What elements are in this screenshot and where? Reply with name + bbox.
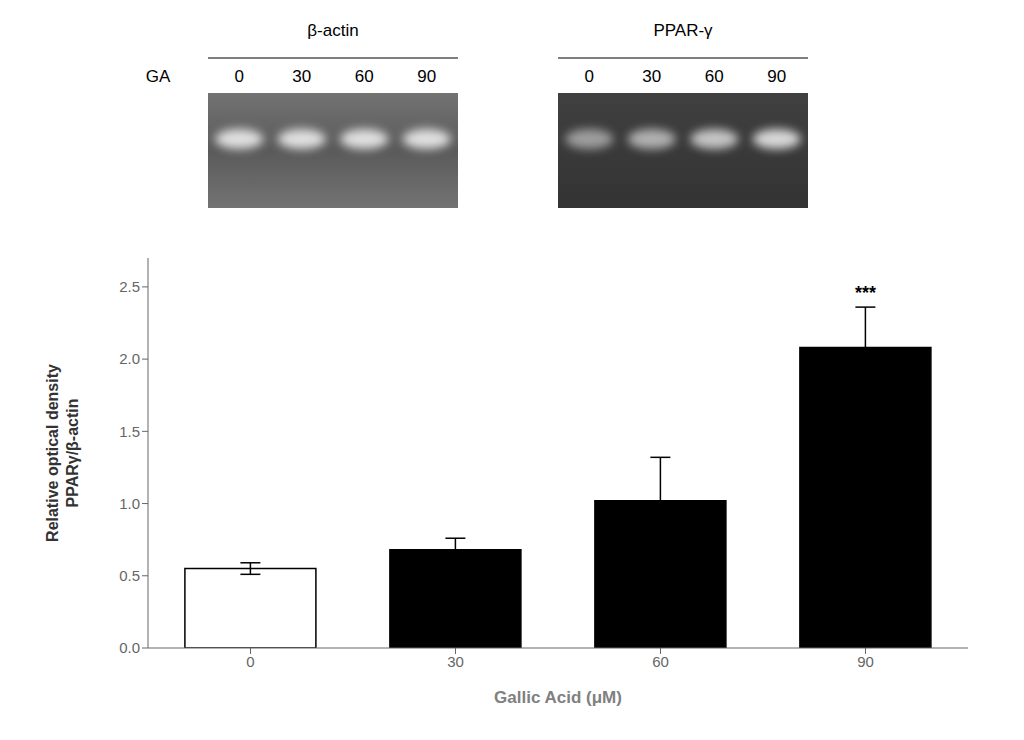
svg-text:2.5: 2.5 [119, 278, 140, 295]
svg-text:60: 60 [355, 67, 374, 86]
svg-text:30: 30 [642, 67, 661, 86]
svg-text:0.0: 0.0 [119, 639, 140, 656]
svg-text:90: 90 [767, 67, 786, 86]
svg-text:60: 60 [705, 67, 724, 86]
svg-text:***: *** [855, 283, 876, 303]
svg-text:90: 90 [417, 67, 436, 86]
svg-text:β-actin: β-actin [307, 21, 358, 40]
svg-text:2.0: 2.0 [119, 350, 140, 367]
svg-text:0.5: 0.5 [119, 567, 140, 584]
svg-text:Gallic Acid (μM): Gallic Acid (μM) [494, 688, 622, 707]
svg-text:30: 30 [292, 67, 311, 86]
svg-text:30: 30 [447, 653, 464, 670]
svg-text:0: 0 [246, 653, 254, 670]
svg-text:1.0: 1.0 [119, 495, 140, 512]
svg-text:0: 0 [235, 67, 244, 86]
svg-text:Relative optical densityPPARγ/: Relative optical densityPPARγ/β-actin [44, 364, 81, 542]
svg-text:60: 60 [652, 653, 669, 670]
svg-text:0: 0 [585, 67, 594, 86]
svg-text:1.5: 1.5 [119, 423, 140, 440]
svg-text:GA: GA [146, 67, 171, 86]
svg-text:90: 90 [857, 653, 874, 670]
svg-text:PPAR-γ: PPAR-γ [653, 21, 713, 40]
